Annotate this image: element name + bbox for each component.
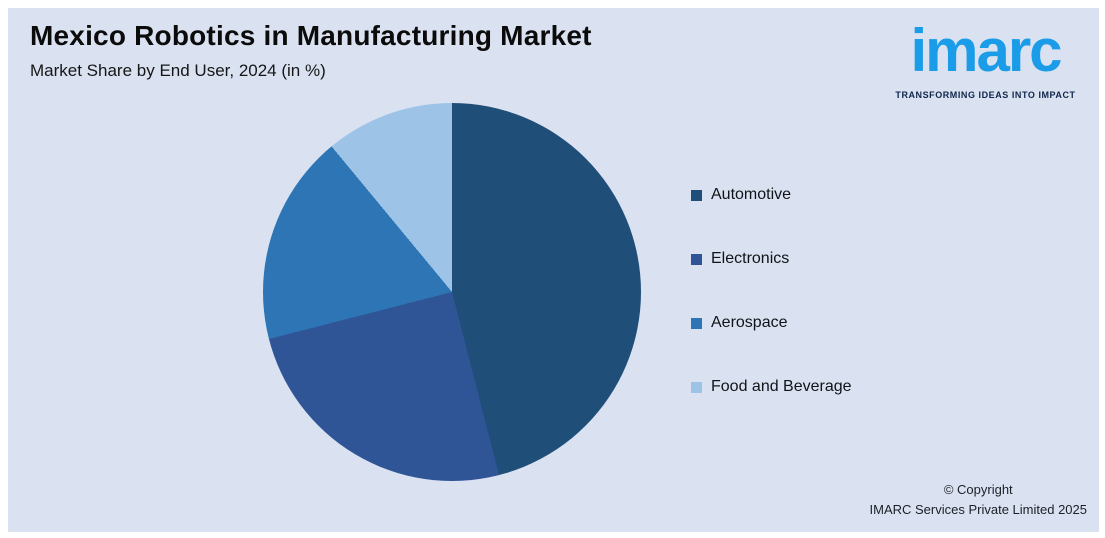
legend-label: Aerospace <box>711 314 788 331</box>
page-title: Mexico Robotics in Manufacturing Market <box>30 20 592 51</box>
imarc-logo-tagline: TRANSFORMING IDEAS INTO IMPACT <box>895 90 1076 100</box>
infographic-card: Mexico Robotics in Manufacturing Market … <box>8 8 1099 532</box>
imarc-logo-text: imarc <box>910 17 1062 84</box>
pie-chart <box>263 103 641 481</box>
legend-label: Automotive <box>711 186 792 203</box>
legend-item-aerospace: Aerospace <box>691 313 852 333</box>
header: Mexico Robotics in Manufacturing Market … <box>30 20 592 81</box>
chart-legend: Automotive Electronics Aerospace Food an… <box>691 185 852 397</box>
page-subtitle: Market Share by End User, 2024 (in %) <box>30 61 326 80</box>
legend-label: Food and Beverage <box>711 378 852 395</box>
legend-swatch <box>691 253 702 265</box>
legend-item-electronics: Electronics <box>691 249 852 269</box>
imarc-logo: imarc TRANSFORMING IDEAS INTO IMPACT <box>878 8 1093 100</box>
legend-swatch <box>691 189 702 201</box>
copyright-line2: IMARC Services Private Limited 2025 <box>869 502 1087 517</box>
copyright-line1: © Copyright <box>943 482 1013 497</box>
legend-item-food-and-beverage: Food and Beverage <box>691 377 852 397</box>
legend-label: Electronics <box>711 250 790 267</box>
legend-swatch <box>691 381 702 393</box>
legend-swatch <box>691 317 702 329</box>
legend-item-automotive: Automotive <box>691 185 852 205</box>
copyright-notice: © Copyright IMARC Services Private Limit… <box>870 480 1087 520</box>
